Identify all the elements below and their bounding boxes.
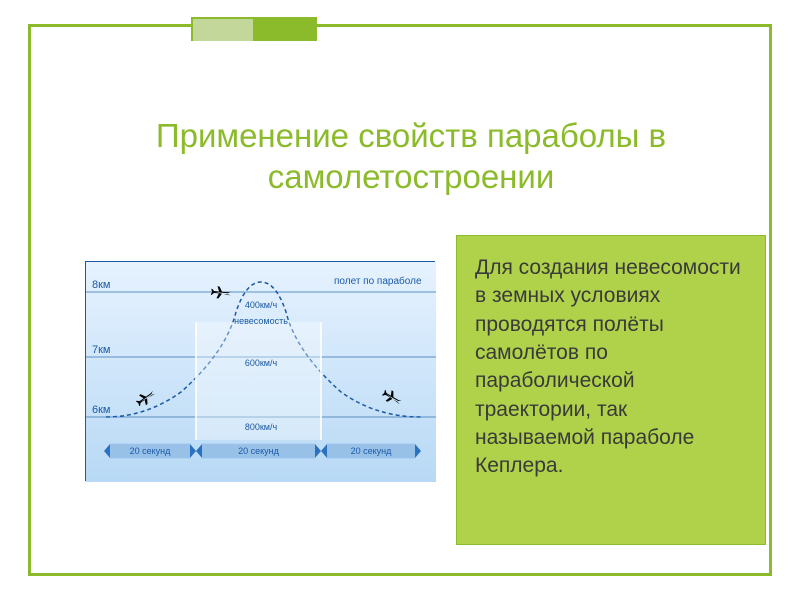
svg-text:400км/ч: 400км/ч: [245, 300, 278, 310]
tab-2: [191, 17, 255, 41]
flight-parabola-chart: 8км 7км 6км полет по параболе 400км/ч невесом…: [85, 261, 435, 481]
svg-text:20 секунд: 20 секунд: [238, 446, 280, 456]
chart-svg: 8км 7км 6км полет по параболе 400км/ч невесом…: [86, 262, 436, 482]
svg-text:полет по параболе: полет по параболе: [334, 275, 422, 287]
tab-bar: [191, 17, 315, 41]
svg-text:6км: 6км: [92, 404, 111, 416]
svg-text:7км: 7км: [92, 344, 111, 356]
slide-title: Применение свойств параболы в самолетост…: [91, 115, 731, 198]
svg-text:20 секунд: 20 секунд: [130, 446, 172, 456]
description-box: Для создания невесомости в земных услови…: [456, 235, 766, 545]
tab-1: [253, 17, 317, 41]
svg-text:20 секунд: 20 секунд: [351, 446, 393, 456]
svg-text:800км/ч: 800км/ч: [245, 422, 278, 432]
svg-text:невесомость: невесомость: [234, 316, 288, 326]
svg-text:600км/ч: 600км/ч: [245, 358, 278, 368]
description-text: Для создания невесомости в земных услови…: [475, 256, 741, 477]
svg-text:8км: 8км: [92, 279, 111, 291]
slide-frame: Применение свойств параболы в самолетост…: [28, 24, 772, 576]
